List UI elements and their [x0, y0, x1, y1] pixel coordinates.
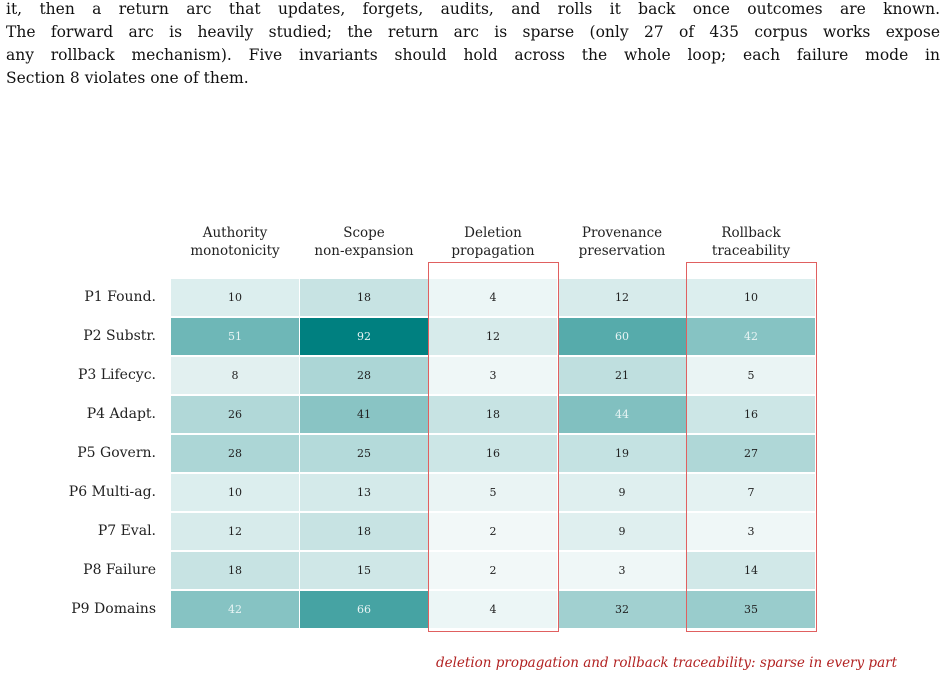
heatmap-cell: 18 — [300, 513, 428, 550]
heatmap-cell: 25 — [300, 435, 428, 472]
heatmap-cell: 3 — [687, 513, 815, 550]
heatmap-cell: 44 — [558, 396, 686, 433]
heatmap-cell: 7 — [687, 474, 815, 511]
heatmap-cell: 27 — [687, 435, 815, 472]
heatmap-cell: 21 — [558, 357, 686, 394]
column-header: Authority monotonicity — [170, 224, 300, 260]
column-highlight-box — [686, 262, 817, 632]
heatmap-cell: 66 — [300, 591, 428, 628]
heatmap-cell: 18 — [429, 396, 557, 433]
row-label: P1 Found. — [84, 289, 156, 305]
heatmap-cell: 10 — [171, 474, 299, 511]
row-label: P2 Substr. — [83, 328, 156, 344]
heatmap-cell: 10 — [171, 279, 299, 316]
heatmap-cell: 28 — [171, 435, 299, 472]
heatmap-cell: 35 — [687, 591, 815, 628]
heatmap-cell: 28 — [300, 357, 428, 394]
heatmap-cell: 12 — [171, 513, 299, 550]
heatmap-cell: 18 — [300, 279, 428, 316]
heatmap-cell: 26 — [171, 396, 299, 433]
heatmap-cell: 60 — [558, 318, 686, 355]
column-header-line: non-expansion — [314, 243, 414, 259]
heatmap-cell: 10 — [687, 279, 815, 316]
column-header-line: Scope — [343, 225, 385, 241]
paragraph-line: Section 8 violates one of them. — [6, 69, 249, 87]
heatmap-cell: 2 — [429, 513, 557, 550]
heatmap-cell: 15 — [300, 552, 428, 589]
column-header: Scope non-expansion — [299, 224, 429, 260]
heatmap-cell: 92 — [300, 318, 428, 355]
heatmap-cell: 42 — [687, 318, 815, 355]
column-header-line: Rollback — [721, 225, 781, 241]
heatmap-cell: 2 — [429, 552, 557, 589]
paragraph-line: The forward arc is heavily studied; the … — [6, 23, 940, 41]
heatmap-cell: 42 — [171, 591, 299, 628]
column-header-line: monotonicity — [190, 243, 280, 259]
row-label: P9 Domains — [71, 601, 156, 617]
heatmap-cell: 3 — [429, 357, 557, 394]
heatmap-cell: 41 — [300, 396, 428, 433]
row-label: P7 Eval. — [97, 523, 156, 539]
heatmap-cell: 12 — [429, 318, 557, 355]
figure-caption: deletion propagation and rollback tracea… — [435, 655, 897, 671]
column-header-line: Provenance — [581, 225, 663, 241]
heatmap-cell: 5 — [429, 474, 557, 511]
column-header-line: Deletion — [464, 225, 522, 241]
heatmap-cell: 8 — [171, 357, 299, 394]
row-label: P4 Adapt. — [86, 406, 156, 422]
heatmap-cell: 4 — [429, 279, 557, 316]
paragraph-line: it, then a return arc that updates, forg… — [6, 0, 940, 18]
heatmap-cell: 18 — [171, 552, 299, 589]
column-header: Rollback traceability — [686, 224, 816, 260]
heatmap-cell: 13 — [300, 474, 428, 511]
heatmap-cell: 9 — [558, 513, 686, 550]
heatmap-cell: 5 — [687, 357, 815, 394]
heatmap-cell: 14 — [687, 552, 815, 589]
paragraph-line: any rollback mechanism). Five invariants… — [6, 46, 940, 64]
heatmap-cell: 16 — [687, 396, 815, 433]
column-highlight-box — [428, 262, 559, 632]
column-header-line: Authority — [202, 225, 268, 241]
column-header: Deletion propagation — [428, 224, 558, 260]
row-label: P8 Failure — [83, 562, 156, 578]
heatmap-cell: 32 — [558, 591, 686, 628]
body-paragraph: it, then a return arc that updates, forg… — [6, 0, 940, 90]
row-label: P6 Multi-ag. — [68, 484, 156, 500]
column-header: Provenance preservation — [557, 224, 687, 260]
heatmap-cell: 12 — [558, 279, 686, 316]
heatmap-cell: 16 — [429, 435, 557, 472]
row-label: P5 Govern. — [77, 445, 156, 461]
heatmap-cell: 51 — [171, 318, 299, 355]
heatmap-cell: 19 — [558, 435, 686, 472]
row-label: P3 Lifecyc. — [77, 367, 156, 383]
column-header-line: traceability — [711, 243, 791, 259]
heatmap-cell: 3 — [558, 552, 686, 589]
column-header-line: preservation — [578, 243, 666, 259]
heatmap-cell: 9 — [558, 474, 686, 511]
heatmap-cell: 4 — [429, 591, 557, 628]
column-header-line: propagation — [451, 243, 535, 259]
